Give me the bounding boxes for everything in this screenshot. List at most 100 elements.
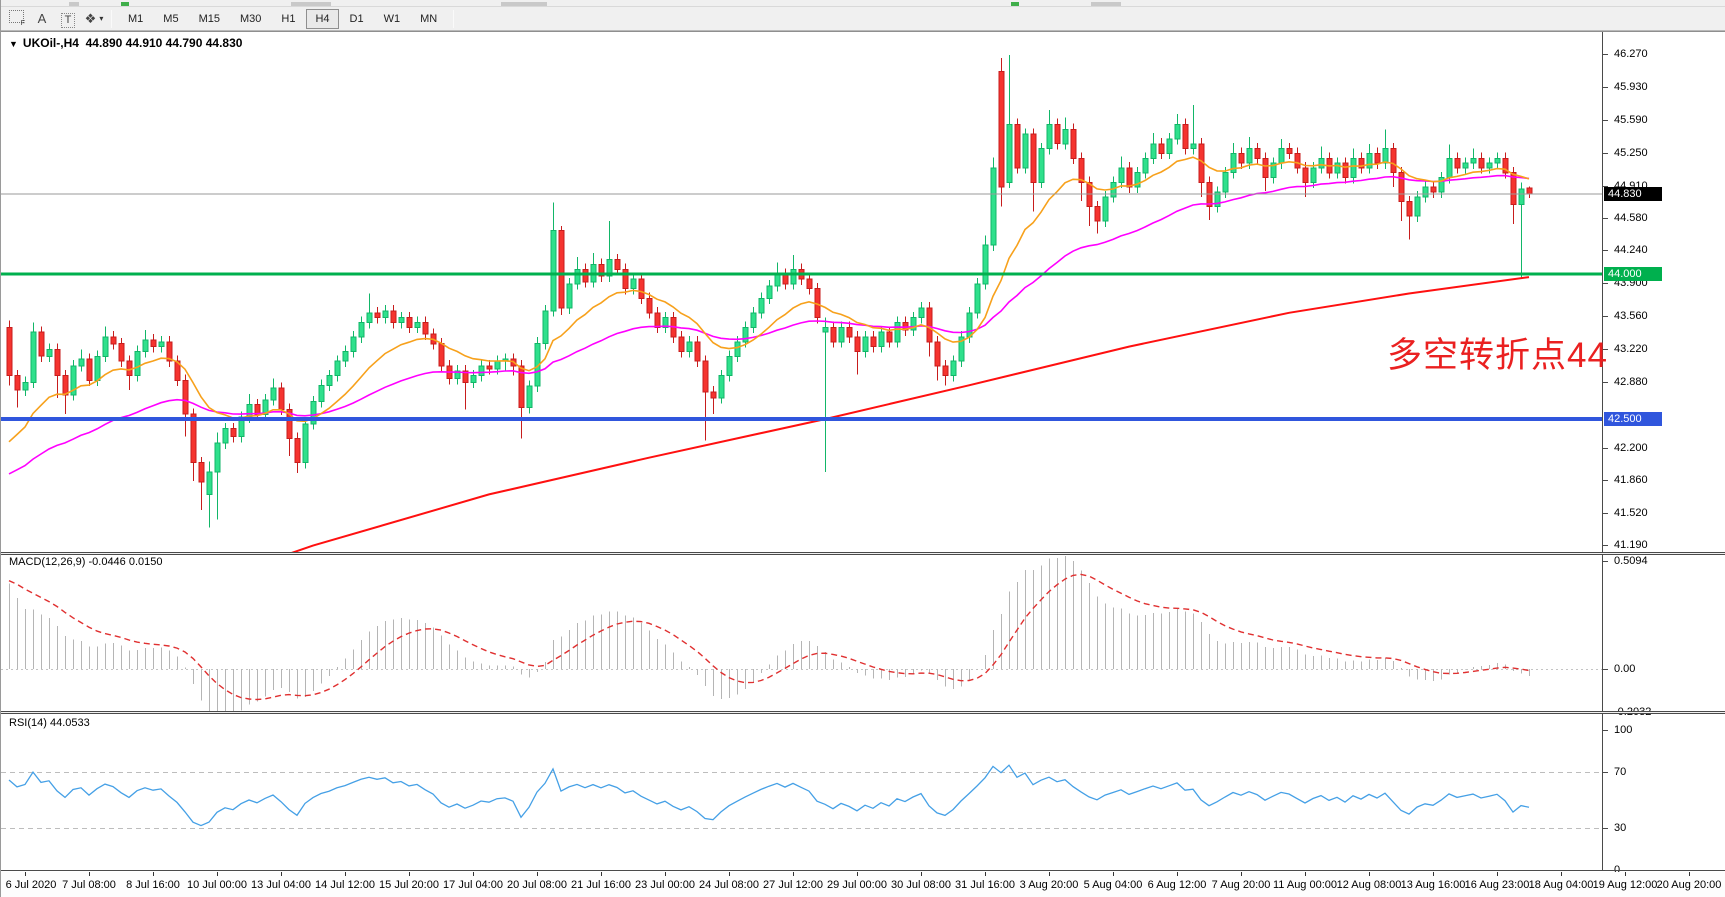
price-tick-label-tick (1603, 54, 1608, 55)
price-tick-label: 44.240 (1614, 244, 1648, 256)
price-axis[interactable]: 46.270 45.930 45.590 45.250 44.910 44.580 44.2… (1602, 32, 1725, 876)
time-tick (1561, 872, 1562, 876)
price-tick-label-tick (1603, 545, 1608, 546)
time-label: 19 Aug 12:00 (1592, 879, 1658, 891)
timeframe-m1[interactable]: M1 (128, 12, 144, 25)
ohlc-values: 44.890 44.910 44.790 44.830 (85, 36, 243, 50)
time-tick (1369, 872, 1370, 876)
dropdown-caret-icon[interactable]: ▾ (99, 14, 104, 23)
price-tick-label: 42.200 (1614, 442, 1648, 454)
macd-indicator-label: MACD(12,26,9) -0.0446 0.0150 (9, 556, 163, 568)
timeframe-h4[interactable]: H4 (306, 8, 339, 29)
rsi-axis-label-tick (1603, 772, 1608, 773)
price-tick-label: 45.590 (1614, 114, 1648, 126)
ema-fast-line (8, 156, 1530, 443)
current-price-line[interactable] (1, 193, 1602, 195)
annotation-text: 多空转折点44 (1387, 336, 1608, 375)
price-tick-label: 41.520 (1614, 507, 1648, 519)
timeframe-d1[interactable]: D1 (349, 12, 364, 25)
chart-title[interactable]: ▼ UKOil-,H4 44.890 44.910 44.790 44.830 (9, 36, 242, 50)
time-tick (409, 872, 410, 876)
price-tick-label: 46.270 (1614, 48, 1648, 60)
time-tick (1433, 872, 1434, 876)
templates-grid-icon[interactable]: F (5, 7, 27, 27)
timeframe-mn[interactable]: MN (420, 12, 438, 25)
time-label: 10 Jul 00:00 (187, 879, 247, 891)
support-42.5-line[interactable] (1, 417, 1602, 422)
time-tick (921, 872, 922, 876)
rsi-axis-label: 70 (1614, 766, 1627, 778)
time-label: 20 Jul 08:00 (507, 879, 567, 891)
price-tick-label-tick (1603, 283, 1608, 284)
time-label: 7 Jul 08:00 (62, 879, 116, 891)
resistance-44-line[interactable] (1, 272, 1602, 276)
time-label: 7 Aug 20:00 (1211, 879, 1271, 891)
text-label-icon[interactable]: A (37, 11, 47, 26)
timeframe-w1[interactable]: W1 (383, 12, 401, 25)
time-label: 23 Jul 00:00 (635, 879, 695, 891)
timeframe-m5[interactable]: M5 (163, 12, 179, 25)
time-tick (217, 872, 218, 876)
time-label: 15 Jul 20:00 (379, 879, 439, 891)
price-box-44.000: 44.000 (1604, 267, 1662, 281)
time-label: 6 Aug 12:00 (1147, 879, 1207, 891)
drawing-tools-group: F A T ❖ ▾ (1, 7, 105, 31)
rsi-axis-label: 30 (1614, 822, 1627, 834)
time-tick (1241, 872, 1242, 876)
timeframe-group: M1 M5 M15 M30 H1 H4 D1 W1 MN (118, 8, 447, 29)
macd-axis-label: 0.00 (1614, 663, 1636, 675)
time-axis[interactable]: 6 Jul 2020 7 Jul 08:00 8 Jul 16:00 10 Jul 0… (1, 872, 1725, 897)
price-tick-label-tick (1603, 120, 1608, 121)
text-frame-icon[interactable]: T (57, 11, 79, 31)
price-tick-label: 41.190 (1614, 539, 1648, 551)
timeframe-h1[interactable]: H1 (281, 12, 296, 25)
rsi-panel[interactable] (1, 714, 1602, 870)
macd-signal-line (8, 573, 1530, 701)
rsi-value: 44.0533 (49, 717, 90, 729)
time-tick (1305, 872, 1306, 876)
macd-axis-label-tick (1603, 561, 1608, 562)
symbol-period-label: UKOil-,H4 (22, 36, 79, 50)
price-tick-label-tick (1603, 153, 1608, 154)
rsi-axis-label: 100 (1614, 724, 1633, 736)
price-tick-label: 44.580 (1614, 212, 1648, 224)
chart-subwindow[interactable]: ▼ UKOil-,H4 44.890 44.910 44.790 44.830 M… (1, 31, 1725, 897)
panel-separator (1, 870, 1725, 871)
rsi-axis-label-tick (1603, 730, 1608, 731)
price-tick-label: 45.930 (1614, 81, 1648, 93)
panel-separator[interactable] (1, 552, 1725, 555)
price-tick-label-tick (1603, 250, 1608, 251)
time-label: 29 Jul 00:00 (827, 879, 887, 891)
price-tick-label: 43.220 (1614, 343, 1648, 355)
rsi-line (8, 764, 1530, 827)
time-label: 13 Aug 16:00 (1400, 879, 1466, 891)
macd-signal-value: 0.0150 (128, 556, 163, 568)
price-chart[interactable] (1, 32, 1602, 552)
price-tick-label: 45.250 (1614, 147, 1648, 159)
macd-panel[interactable] (1, 554, 1602, 711)
time-tick (1497, 872, 1498, 876)
draw-objects-icon[interactable]: ❖ ▾ (84, 11, 104, 26)
macd-value: -0.0446 (88, 556, 126, 568)
price-tick-label: 43.560 (1614, 310, 1648, 322)
time-tick (25, 872, 26, 876)
clipped-toolbar-row (1, 0, 1725, 7)
time-label: 11 Aug 00:00 (1272, 879, 1338, 891)
price-tick-label-tick (1603, 87, 1608, 88)
price-box-44.830: 44.830 (1604, 187, 1662, 201)
macd-axis-label-tick (1603, 669, 1608, 670)
time-tick (345, 872, 346, 876)
macd-axis-label: 0.5094 (1614, 555, 1648, 567)
price-tick-label-tick (1603, 480, 1608, 481)
time-label: 16 Aug 23:00 (1464, 879, 1530, 891)
price-tick-label: 42.880 (1614, 376, 1648, 388)
price-box-42.500: 42.500 (1604, 412, 1662, 426)
price-tick-label: 41.860 (1614, 474, 1648, 486)
timeframe-m30[interactable]: M30 (239, 12, 262, 25)
symbol-dropdown-icon[interactable]: ▼ (9, 39, 18, 49)
time-label: 27 Jul 12:00 (763, 879, 823, 891)
timeframe-m15[interactable]: M15 (198, 12, 220, 25)
time-label: 13 Jul 04:00 (251, 879, 311, 891)
panel-separator[interactable] (1, 711, 1725, 714)
